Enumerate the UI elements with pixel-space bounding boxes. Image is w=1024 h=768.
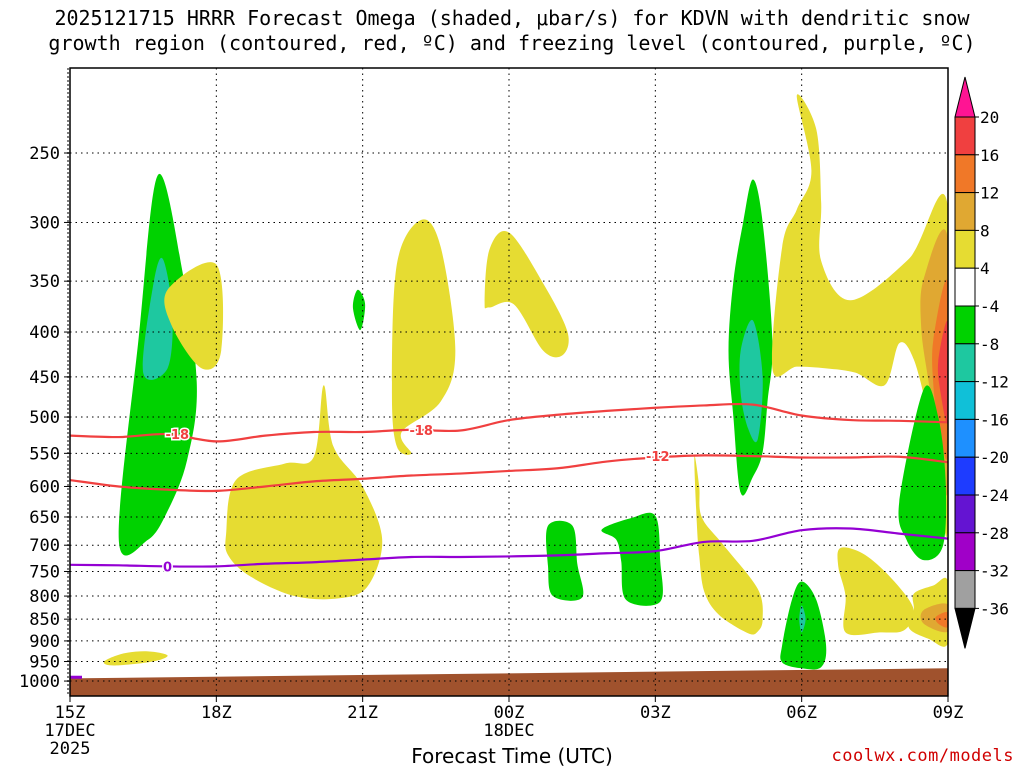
omega-fill-pos4-7: [484, 230, 569, 358]
omega-fill-neg12-12: [739, 319, 763, 443]
colorbar-label-8: -16: [980, 410, 1009, 429]
x-tick-label-06Z: 06Z: [786, 703, 817, 723]
y-tick-label-650: 650: [29, 508, 60, 528]
y-tick-label-300: 300: [29, 213, 60, 233]
omega-fill-pos4-13: [771, 94, 948, 538]
x-date-label-0-1: 2025: [50, 739, 91, 759]
contour-label-1-0: -12: [646, 450, 670, 465]
omega-fill-pos12-23: [935, 612, 948, 628]
x-tick-label-21Z: 21Z: [347, 703, 378, 723]
y-tick-label-1000: 1000: [19, 672, 60, 692]
contour-label-0-0: -18: [166, 428, 190, 443]
omega-fill-pos4-10: [694, 455, 763, 635]
y-tick-label-750: 750: [29, 562, 60, 582]
colorbar-label-3: 8: [980, 221, 990, 240]
colorbar-label-4: 4: [980, 259, 990, 278]
x-tick-label-15Z: 15Z: [55, 703, 86, 723]
colorbar-label-10: -24: [980, 486, 1009, 505]
omega-fill-pos4-17: [837, 547, 915, 636]
y-tick-label-700: 700: [29, 536, 60, 556]
colorbar-box-10: [954, 456, 976, 496]
omega-fill-neg12-1: [142, 257, 173, 380]
omega-fills: [70, 94, 948, 696]
omega-fill-pos16-16: [937, 320, 948, 424]
source-credit[interactable]: coolwx.com/models: [831, 746, 1014, 766]
y-tick-label-850: 850: [29, 610, 60, 630]
colorbar-box-1: [954, 116, 976, 156]
colorbar-label-6: -8: [980, 335, 999, 354]
colorbar-box-6: [954, 305, 976, 345]
colorbar-box-5: [954, 267, 976, 307]
x-date-label-0-0: 17DEC: [44, 721, 95, 741]
y-tick-label-550: 550: [29, 444, 60, 464]
omega-fill-pos4-6: [391, 219, 456, 455]
colorbar-top-arrow: [954, 76, 976, 118]
colorbar-box-3: [954, 192, 976, 231]
colorbar-label-0: 20: [980, 108, 999, 127]
x-date-label-1-0: 18DEC: [483, 721, 534, 741]
x-tick-label-00Z: 00Z: [494, 703, 525, 723]
colorbar-box-2: [954, 154, 976, 194]
y-tick-label-900: 900: [29, 632, 60, 652]
colorbar-label-9: -20: [980, 448, 1009, 467]
x-axis-title: Forecast Time (UTC): [411, 744, 613, 768]
colorbar-label-7: -12: [980, 373, 1009, 392]
chart-title: 2025121715 HRRR Forecast Omega (shaded, …: [0, 6, 1024, 56]
colorbar-label-1: 16: [980, 146, 999, 165]
colorbar-label-2: 12: [980, 184, 999, 203]
colorbar-label-11: -28: [980, 524, 1009, 543]
omega-fill-neg8-9: [601, 512, 663, 606]
y-tick-label-450: 450: [29, 368, 60, 388]
y-tick-label-250: 250: [29, 144, 60, 164]
contour-line-0-neg18: [69, 402, 949, 443]
colorbar-box-9: [954, 418, 976, 458]
y-tick-label-950: 950: [29, 653, 60, 673]
contour-line-1-neg12: [69, 454, 949, 493]
contour-label-2-0: 0: [163, 560, 172, 575]
terrain-surface: [70, 668, 948, 696]
colorbar-label-13: -36: [980, 599, 1009, 618]
colorbar-box-7: [954, 343, 976, 383]
contour-label-0-1: -18: [409, 424, 433, 439]
omega-fill-neg8-4: [352, 289, 366, 331]
colorbar-bottom-arrow: [954, 607, 976, 649]
x-tick-label-03Z: 03Z: [640, 703, 671, 723]
x-tick-label-18Z: 18Z: [201, 703, 232, 723]
colorbar-box-8: [954, 381, 976, 420]
y-tick-label-500: 500: [29, 408, 60, 428]
colorbar-box-11: [954, 494, 976, 534]
y-tick-label-800: 800: [29, 587, 60, 607]
omega-fill-neg8-8: [546, 520, 584, 601]
omega-fill-pos4-2: [164, 262, 224, 370]
title-line-2: growth region (contoured, red, ºC) and f…: [48, 31, 976, 55]
omega-fill-pos4-5: [225, 385, 383, 600]
colorbar-label-12: -32: [980, 562, 1009, 581]
colorbar-label-5: -4: [980, 297, 999, 316]
contour-line-2-0: [69, 527, 949, 568]
title-line-1: 2025121715 HRRR Forecast Omega (shaded, …: [54, 6, 970, 30]
colorbar-box-12: [954, 532, 976, 572]
y-tick-label-600: 600: [29, 477, 60, 497]
colorbar-box-4: [954, 229, 976, 269]
y-tick-label-400: 400: [29, 323, 60, 343]
colorbar-box-13: [954, 570, 976, 609]
y-tick-label-350: 350: [29, 272, 60, 292]
x-tick-label-09Z: 09Z: [933, 703, 964, 723]
